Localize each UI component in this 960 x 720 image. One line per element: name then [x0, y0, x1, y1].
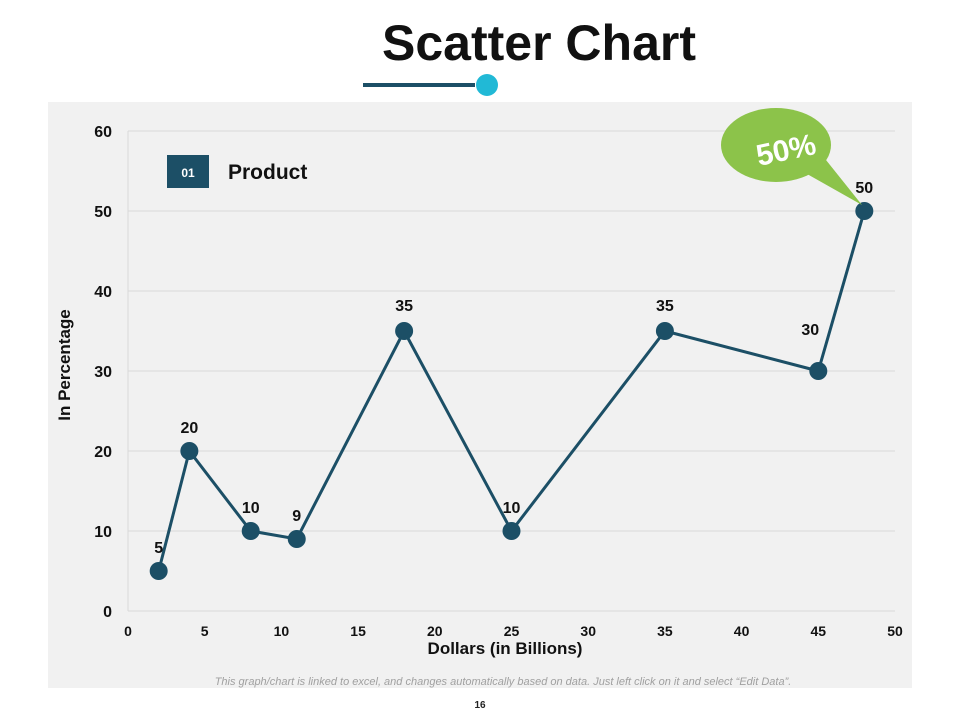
data-point[interactable]: [855, 202, 874, 220]
callout-pointer: [800, 160, 862, 205]
y-tick-label: 30: [94, 364, 112, 381]
x-tick-label: 30: [580, 623, 596, 639]
data-point[interactable]: [809, 362, 828, 380]
x-axis-title: Dollars (in Billions): [428, 639, 583, 658]
data-label: 5: [154, 540, 163, 557]
y-tick-label: 60: [94, 124, 112, 141]
callout-bubble: 50%: [721, 108, 862, 205]
data-label: 10: [242, 500, 260, 517]
data-label: 50: [855, 180, 873, 197]
data-point[interactable]: [287, 530, 306, 548]
data-point[interactable]: [655, 322, 674, 340]
data-label: 30: [801, 322, 819, 339]
data-point[interactable]: [149, 562, 168, 580]
x-tick-label: 25: [504, 623, 520, 639]
grid-lines: [127, 130, 895, 612]
data-point[interactable]: [502, 522, 521, 540]
legend-marker: [167, 155, 209, 188]
legend-series-name: Product: [228, 161, 307, 184]
series-product: 5 20 10 9 35 10 35 30 50: [149, 180, 874, 580]
data-point[interactable]: [395, 322, 414, 340]
series-line: [157, 210, 866, 572]
data-label: 9: [292, 508, 301, 525]
callout-shape: [721, 108, 831, 182]
title-underline: [363, 83, 475, 87]
title-accent-dot: [476, 74, 498, 96]
y-tick-label: 0: [103, 604, 112, 621]
x-tick-label: 10: [274, 623, 290, 639]
chart-panel: [48, 102, 912, 688]
x-tick-label: 45: [811, 623, 827, 639]
y-tick-label: 20: [94, 444, 112, 461]
page-title: Scatter Chart: [382, 15, 696, 71]
x-axis-ticks: 0 5 10 15 20 25 30 35 40 45 50: [124, 623, 903, 639]
y-axis-title: In Percentage: [55, 309, 74, 421]
x-tick-label: 20: [427, 623, 443, 639]
y-tick-label: 10: [94, 524, 112, 541]
data-label: 35: [656, 298, 674, 315]
y-axis-ticks: 0 10 20 30 40 50 60: [94, 124, 112, 621]
data-label: 35: [395, 298, 413, 315]
y-tick-label: 50: [94, 204, 112, 221]
x-tick-label: 50: [887, 623, 903, 639]
data-point[interactable]: [241, 522, 260, 540]
y-tick-label: 40: [94, 284, 112, 301]
x-tick-label: 15: [350, 623, 366, 639]
page-number: 16: [474, 700, 486, 711]
legend-number: 01: [181, 166, 195, 180]
footnote: This graph/chart is linked to excel, and…: [214, 676, 792, 688]
x-tick-label: 0: [124, 623, 132, 639]
data-label: 10: [503, 500, 521, 517]
data-label: 20: [180, 420, 198, 437]
data-point[interactable]: [180, 442, 199, 460]
legend: 01 Product: [167, 155, 307, 188]
x-tick-label: 5: [201, 623, 209, 639]
x-tick-label: 40: [734, 623, 750, 639]
x-tick-label: 35: [657, 623, 673, 639]
